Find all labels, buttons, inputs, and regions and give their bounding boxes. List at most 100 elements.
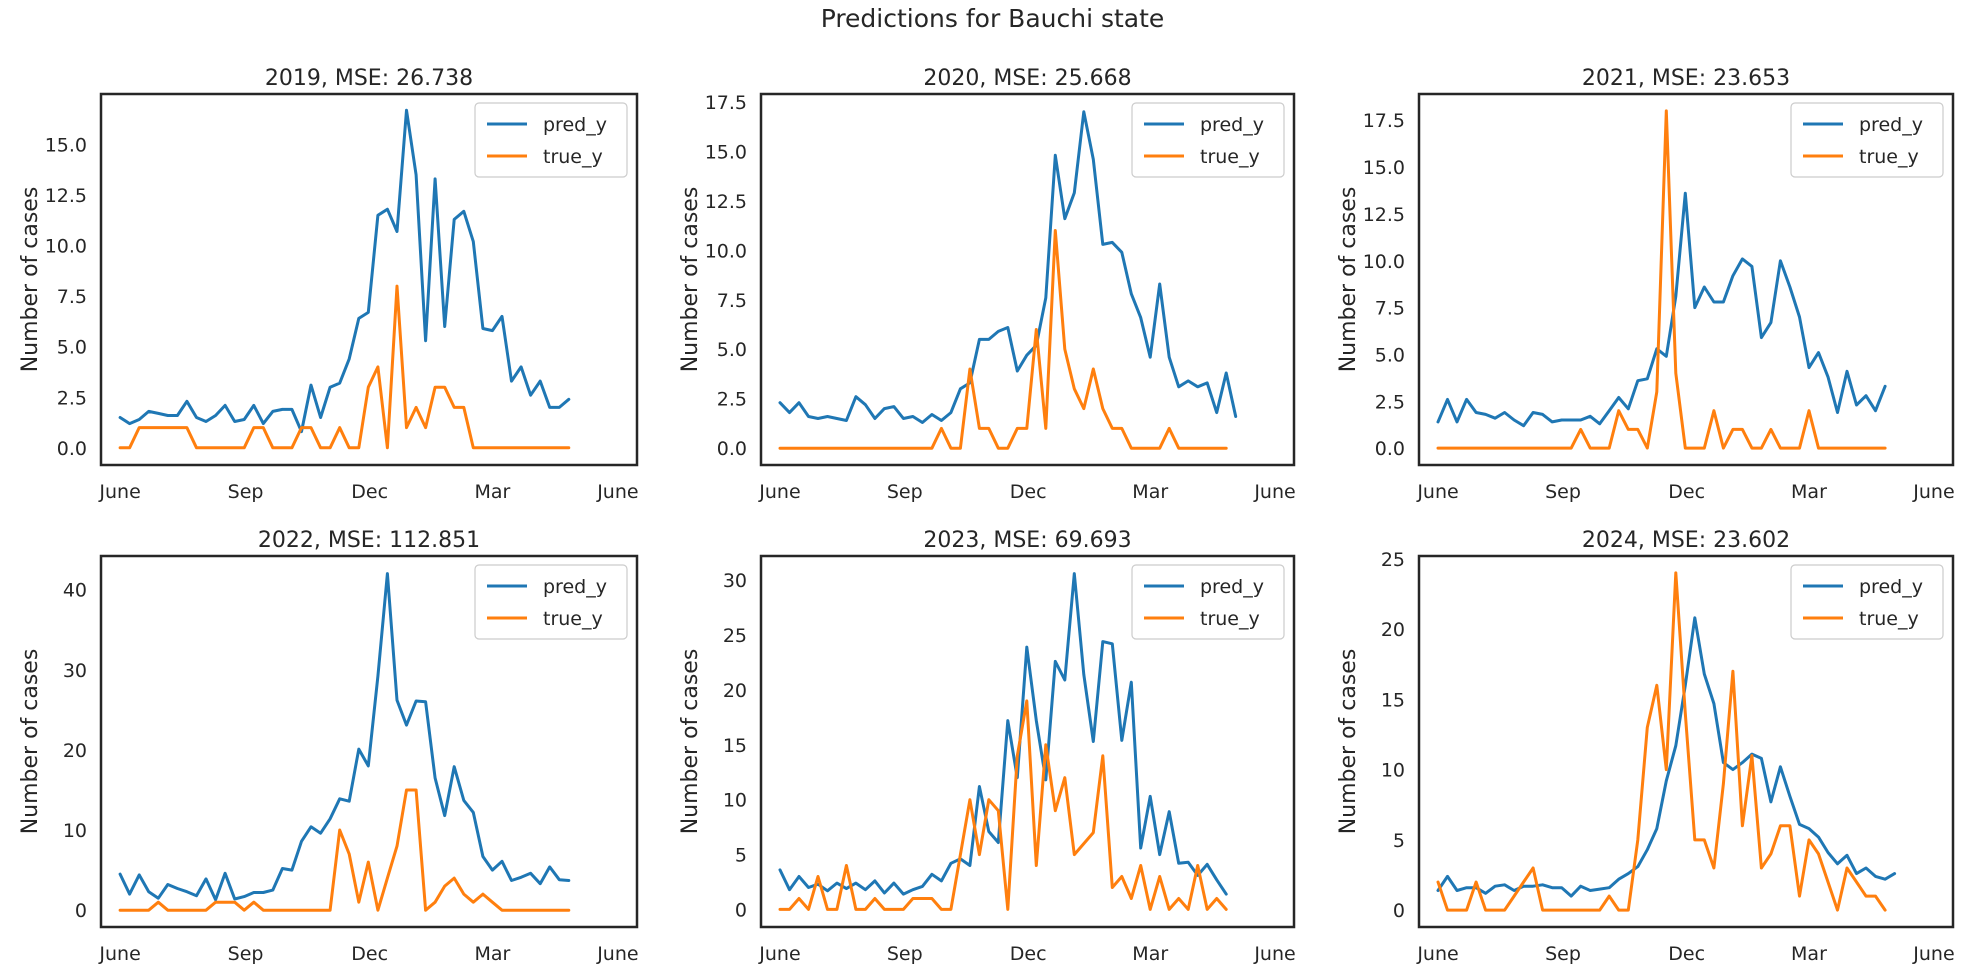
y-tick-label: 20 xyxy=(1381,619,1405,641)
series-line-true_y xyxy=(778,699,1228,911)
legend-box xyxy=(1131,102,1285,178)
legend-box xyxy=(1131,564,1285,640)
y-tick-label: 2.5 xyxy=(717,389,747,411)
y-tick-label: 0 xyxy=(735,899,747,921)
legend: pred_y true_y xyxy=(1131,102,1285,178)
series-line-true_y xyxy=(778,229,1228,450)
x-tick-label: Mar xyxy=(1132,943,1168,965)
y-axis-label: Number of cases xyxy=(18,649,43,835)
series-line-pred_y xyxy=(1436,191,1887,428)
x-tick-label: Mar xyxy=(1132,481,1168,503)
series-line-pred_y xyxy=(118,572,571,902)
series-line-true_y xyxy=(118,284,571,450)
subplot-title: 2023, MSE: 69.693 xyxy=(923,528,1131,553)
plot-frame xyxy=(1417,554,1955,929)
y-tick-label: 7.5 xyxy=(717,290,747,312)
legend: pred_y true_y xyxy=(1790,564,1944,640)
plot-frame xyxy=(759,92,1296,467)
y-tick-label: 30 xyxy=(723,570,747,592)
subplot-title: 2020, MSE: 25.668 xyxy=(923,66,1131,91)
x-tick-label: Sep xyxy=(1545,481,1581,503)
figure-title: Predictions for Bauchi state xyxy=(820,4,1165,33)
series-line-pred_y xyxy=(778,110,1238,424)
x-tick-label: June xyxy=(98,943,140,965)
legend-label-true_y: true_y xyxy=(1859,146,1919,168)
plot-frame xyxy=(759,554,1296,929)
x-tick-label: Sep xyxy=(887,481,923,503)
y-tick-label: 7.5 xyxy=(57,286,87,308)
y-tick-label: 40 xyxy=(63,580,87,602)
x-tick-label: June xyxy=(758,943,800,965)
plot-frame xyxy=(99,92,639,467)
y-tick-label: 0 xyxy=(1393,900,1405,922)
y-tick-label: 10 xyxy=(1381,760,1405,782)
x-tick-label: June xyxy=(1912,481,1954,503)
legend-label-pred_y: pred_y xyxy=(1859,114,1923,136)
y-tick-label: 10.0 xyxy=(45,236,87,258)
legend-label-pred_y: pred_y xyxy=(1200,576,1264,598)
y-tick-label: 5 xyxy=(735,845,747,867)
y-tick-label: 7.5 xyxy=(1375,298,1405,320)
plot-frame xyxy=(99,554,639,929)
y-tick-label: 12.5 xyxy=(705,191,747,213)
x-tick-label: June xyxy=(1416,943,1458,965)
y-tick-label: 15.0 xyxy=(1363,157,1405,179)
legend-label-pred_y: pred_y xyxy=(1859,576,1923,598)
y-tick-label: 25 xyxy=(1381,549,1405,571)
legend-label-pred_y: pred_y xyxy=(543,114,607,136)
x-tick-label: June xyxy=(1253,943,1295,965)
y-tick-label: 20 xyxy=(723,680,747,702)
x-tick-label: Dec xyxy=(351,943,388,965)
x-tick-label: Mar xyxy=(475,481,511,503)
subplot-title: 2022, MSE: 112.851 xyxy=(258,528,480,553)
y-tick-label: 12.5 xyxy=(45,185,87,207)
legend-label-pred_y: pred_y xyxy=(543,576,607,598)
x-tick-label: Dec xyxy=(1010,943,1047,965)
x-tick-label: June xyxy=(1253,481,1295,503)
y-axis-label: Number of cases xyxy=(1336,649,1361,835)
subplot-title: 2024, MSE: 23.602 xyxy=(1582,528,1790,553)
x-tick-label: June xyxy=(1416,481,1458,503)
y-tick-label: 10 xyxy=(63,820,87,842)
legend-box xyxy=(474,564,628,640)
y-tick-label: 2.5 xyxy=(57,387,87,409)
y-tick-label: 15 xyxy=(723,735,747,757)
y-tick-label: 12.5 xyxy=(1363,204,1405,226)
y-tick-label: 5.0 xyxy=(717,339,747,361)
legend-label-true_y: true_y xyxy=(543,608,603,630)
y-tick-label: 15.0 xyxy=(45,135,87,157)
y-tick-label: 17.5 xyxy=(705,92,747,114)
legend-box xyxy=(474,102,628,178)
x-tick-label: Mar xyxy=(1791,481,1827,503)
y-tick-label: 5 xyxy=(1393,830,1405,852)
y-tick-label: 0 xyxy=(75,900,87,922)
legend-label-pred_y: pred_y xyxy=(1200,114,1264,136)
x-tick-label: June xyxy=(98,481,140,503)
x-tick-label: Dec xyxy=(1668,481,1705,503)
series-line-true_y xyxy=(1436,571,1887,912)
y-tick-label: 5.0 xyxy=(57,337,87,359)
y-tick-label: 20 xyxy=(63,740,87,762)
y-tick-label: 0.0 xyxy=(1375,438,1405,460)
x-tick-label: June xyxy=(758,481,800,503)
y-tick-label: 10 xyxy=(723,790,747,812)
x-tick-label: Dec xyxy=(351,481,388,503)
y-tick-label: 0.0 xyxy=(57,438,87,460)
y-tick-label: 15.0 xyxy=(705,141,747,163)
y-tick-label: 15 xyxy=(1381,689,1405,711)
y-tick-label: 17.5 xyxy=(1363,110,1405,132)
x-tick-label: Mar xyxy=(1791,943,1827,965)
legend: pred_y true_y xyxy=(1790,102,1944,178)
x-tick-label: Sep xyxy=(228,943,264,965)
y-tick-label: 5.0 xyxy=(1375,344,1405,366)
legend-label-true_y: true_y xyxy=(543,146,603,168)
y-tick-label: 25 xyxy=(723,625,747,647)
y-tick-label: 10.0 xyxy=(1363,251,1405,273)
